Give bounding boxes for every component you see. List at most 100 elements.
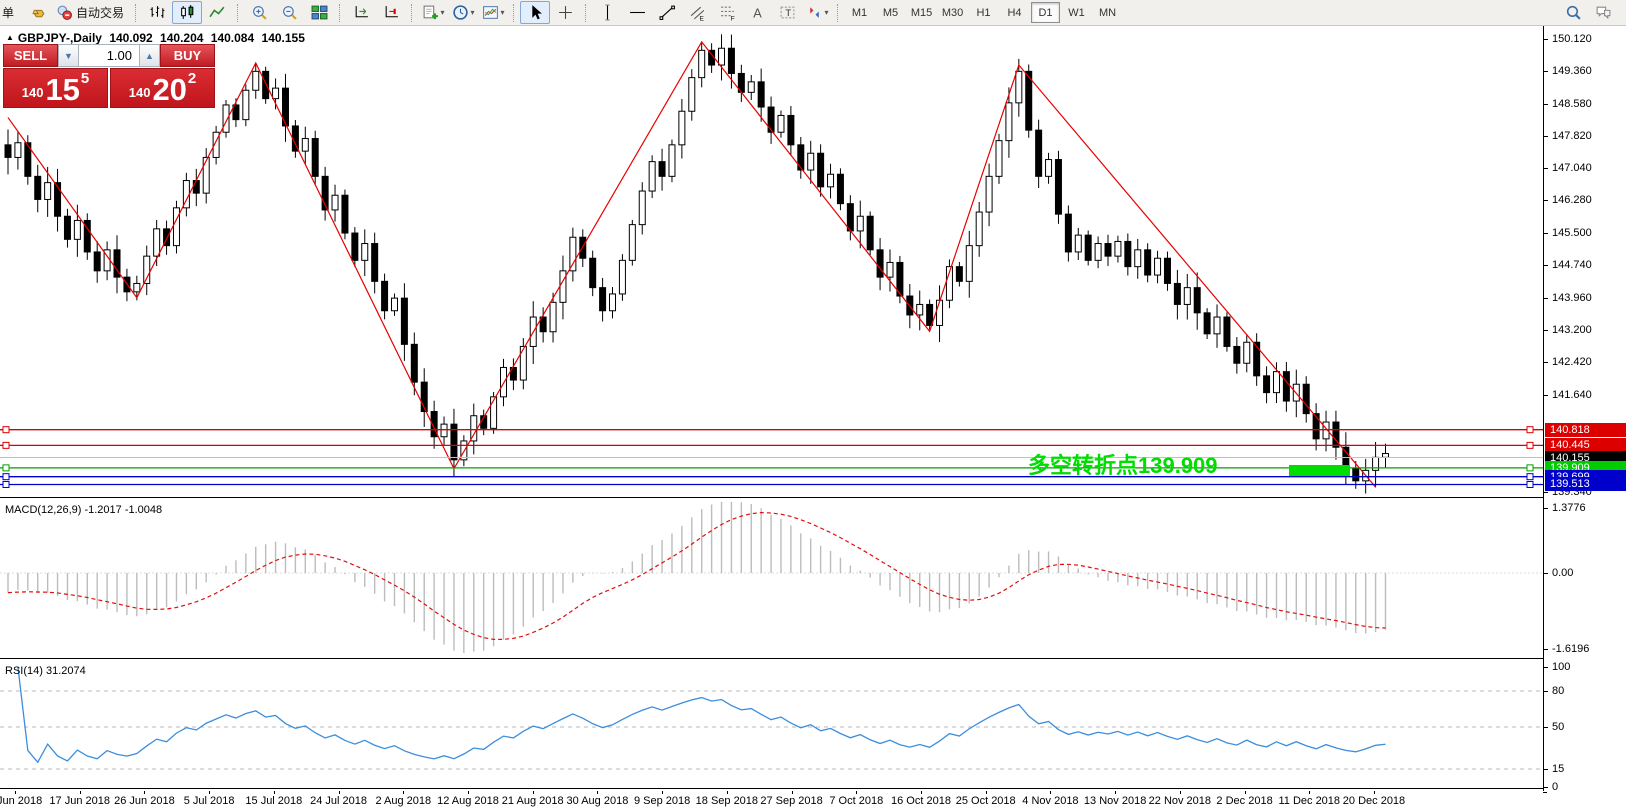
volume-increase-button[interactable]: ▲: [139, 44, 160, 67]
volume-input[interactable]: 1.00: [79, 44, 139, 67]
rsi-pane[interactable]: [0, 661, 1543, 788]
periodicity-button[interactable]: ▾: [448, 1, 478, 24]
dropdown-caret-icon[interactable]: ▾: [824, 8, 829, 17]
trendline-button[interactable]: [652, 1, 682, 24]
date-tick-label: 27 Sep 2018: [760, 795, 823, 807]
auto-scroll-button[interactable]: [376, 1, 406, 24]
arrows-button[interactable]: ▾: [802, 1, 832, 24]
candlestick-button[interactable]: [172, 1, 203, 24]
vline-icon: [604, 4, 610, 21]
dropdown-caret-icon[interactable]: ▾: [470, 8, 475, 17]
candlestick-chart[interactable]: [0, 26, 1543, 497]
buy-button[interactable]: BUY: [160, 44, 215, 67]
zoomin-icon: [252, 6, 267, 20]
date-tick-label: 22 Nov 2018: [1148, 795, 1212, 807]
rsi-tick-mark: [1544, 691, 1548, 692]
one-click-trading-panel: SELL ▼ 1.00 ▲ BUY 140 15 5 140 20 2: [3, 44, 215, 108]
zigzag-line[interactable]: [7, 40, 1377, 488]
highlight-rectangle[interactable]: [1289, 465, 1350, 476]
gold-icon: [31, 9, 44, 18]
date-tick-mark: [338, 791, 340, 794]
buy-price-panel[interactable]: 140 20 2: [110, 68, 215, 108]
crosshair-button[interactable]: [550, 1, 580, 24]
zoom-in-button[interactable]: [244, 1, 274, 24]
timeframe-w1-button[interactable]: W1: [1068, 6, 1085, 19]
date-tick-label: 7 Oct 2018: [829, 795, 884, 807]
toolbar-separator: [339, 3, 341, 22]
macd-tick-label: 1.3776: [1552, 502, 1586, 514]
pivot-annotation-text[interactable]: 多空转折点139.909: [1028, 453, 1218, 478]
buy-price-big: 20: [152, 72, 187, 108]
horizontal-level-lines[interactable]: [0, 426, 1543, 488]
volume-decrease-button[interactable]: ▼: [58, 44, 79, 67]
fibo-icon: F: [720, 6, 734, 21]
fibonacci-button[interactable]: F: [712, 1, 742, 24]
toolbar-separator: [585, 3, 587, 22]
label-button[interactable]: T: [772, 1, 802, 24]
tile-windows-button[interactable]: [304, 1, 334, 24]
timeframe-h4-button[interactable]: H4: [1007, 6, 1022, 19]
date-tick-label: 5 Jul 2018: [183, 795, 235, 807]
timeframe-m15-button[interactable]: M15: [910, 6, 933, 19]
template-button[interactable]: ▾: [478, 1, 508, 24]
timeframe-m1-button[interactable]: M1: [851, 6, 868, 19]
autotrade-button-label: 自动交易: [76, 6, 125, 20]
chat-button[interactable]: [1588, 1, 1618, 24]
horizontal-line-button[interactable]: [622, 1, 652, 24]
rsi-tick-label: 50: [1552, 721, 1565, 733]
date-tick-mark: [273, 791, 275, 794]
vertical-line-button[interactable]: [592, 1, 622, 24]
symbol-search-button[interactable]: [1558, 1, 1588, 24]
chart-shift-button[interactable]: [346, 1, 376, 24]
text-button[interactable]: A: [742, 1, 772, 24]
crosshair-icon: [558, 6, 572, 19]
macd-tick-mark: [1544, 573, 1548, 574]
chart-title: ▲ GBPJPY-,Daily 140.092 140.204 140.084 1…: [6, 31, 309, 45]
sell-price-panel[interactable]: 140 15 5: [3, 68, 108, 108]
bar-chart-button[interactable]: [142, 1, 172, 24]
rsi-chart[interactable]: [0, 661, 1543, 788]
timeframe-d1-button[interactable]: D1: [1031, 2, 1061, 23]
dropdown-caret-icon[interactable]: ▾: [500, 8, 505, 17]
price-tick-label: 148.580: [1552, 97, 1592, 110]
svg-text:A: A: [753, 5, 762, 20]
autotrade-button[interactable]: 自动交易: [53, 1, 130, 24]
channel-button[interactable]: E: [682, 1, 712, 24]
new-chart-button[interactable]: ▾: [418, 1, 448, 24]
date-tick-label: 21 Aug 2018: [501, 795, 564, 807]
gold-icon-button[interactable]: [23, 1, 53, 24]
sell-button[interactable]: SELL: [3, 44, 58, 67]
line-chart-button[interactable]: [202, 1, 232, 24]
timeframe-mn-button[interactable]: MN: [1098, 6, 1117, 19]
textA-icon: A: [753, 5, 762, 20]
date-tick-label: 30 Aug 2018: [566, 795, 629, 807]
price-tick-label: 147.040: [1552, 162, 1592, 175]
price-tick-label: 146.280: [1552, 194, 1592, 207]
dropdown-caret-icon[interactable]: ▾: [440, 8, 445, 17]
timeframe-m5-button[interactable]: M5: [882, 6, 899, 19]
timeframe-m30-button[interactable]: M30: [941, 6, 964, 19]
macd-tick-mark: [1544, 508, 1548, 509]
zoom-out-button[interactable]: [274, 1, 304, 24]
macd-chart[interactable]: [0, 500, 1543, 658]
date-tick-label: 12 Aug 2018: [437, 795, 499, 807]
rsi-indicator-label: RSI(14) 31.2074: [5, 665, 86, 677]
cursor-button[interactable]: [520, 1, 551, 24]
date-tick-mark: [1179, 791, 1181, 794]
autoscroll-icon: [385, 6, 398, 18]
tiles-icon: [311, 5, 327, 20]
price-chart-pane[interactable]: [0, 26, 1543, 497]
price-axis[interactable]: 150.120 149.360 148.580 147.820 147.040 146.2…: [1543, 26, 1626, 793]
date-axis[interactable]: 7 Jun 2018 17 Jun 2018 26 Jun 2018 5 Jul 20…: [0, 791, 1543, 811]
candles[interactable]: [4, 34, 1389, 494]
collapse-triangle-icon[interactable]: ▲: [6, 33, 14, 42]
rsi-tick-label: 15: [1552, 763, 1565, 775]
order-button[interactable]: 单: [0, 1, 23, 24]
sell-price-big: 15: [45, 72, 80, 108]
date-tick-mark: [597, 791, 599, 794]
date-tick-label: 4 Nov 2018: [1022, 795, 1079, 807]
close-value: 140.155: [261, 31, 305, 45]
timeframe-h1-button[interactable]: H1: [976, 6, 991, 19]
macd-pane[interactable]: [0, 500, 1543, 658]
